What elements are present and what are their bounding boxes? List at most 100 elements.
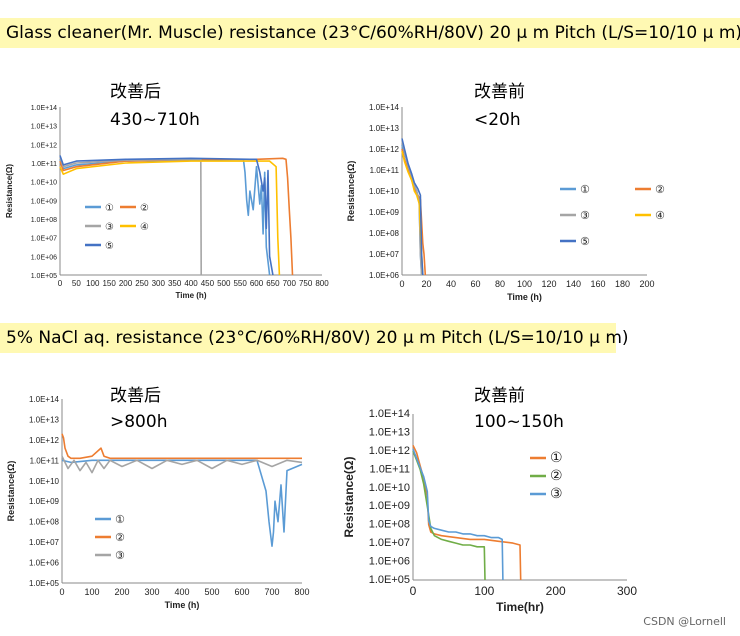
x-axis-title: Time(hr) (496, 600, 544, 614)
x-tick-label: 20 (421, 279, 431, 289)
watermark: CSDN @Lornell (643, 615, 726, 628)
x-tick-label: 140 (566, 279, 581, 289)
x-tick-label: 400 (184, 279, 198, 288)
y-tick-label: 1.0E+07 (31, 236, 57, 243)
series-line-1 (61, 459, 303, 547)
glass-cleaner-banner: Glass cleaner(Mr. Muscle) resistance (23… (0, 18, 740, 48)
x-tick-label: 50 (72, 279, 81, 288)
x-tick-label: 350 (168, 279, 182, 288)
y-tick-label: 1.0E+09 (369, 500, 410, 512)
y-tick-label: 1.0E+08 (29, 518, 60, 527)
legend-label-4: ④ (140, 222, 149, 233)
y-tick-label: 1.0E+07 (29, 538, 60, 547)
y-tick-label: 1.0E+12 (29, 436, 60, 445)
x-tick-label: 650 (266, 279, 280, 288)
x-tick-label: 100 (84, 587, 99, 597)
y-tick-label: 1.0E+09 (29, 497, 60, 506)
series-line-2 (412, 450, 486, 581)
y-tick-label: 1.0E+13 (29, 415, 60, 424)
c3-title: 改善后 (110, 386, 161, 406)
x-axis-title: Time (h) (165, 600, 200, 610)
x-tick-label: 800 (294, 587, 309, 597)
y-tick-label: 1.0E+08 (369, 519, 410, 531)
x-tick-label: 400 (174, 587, 189, 597)
y-tick-label: 1.0E+13 (369, 124, 400, 133)
y-tick-label: 1.0E+06 (369, 271, 400, 280)
y-tick-label: 1.0E+06 (29, 559, 60, 568)
series-line-5 (59, 155, 274, 276)
x-tick-label: 200 (119, 279, 133, 288)
y-tick-label: 1.0E+09 (31, 198, 57, 205)
y-tick-label: 1.0E+05 (31, 273, 57, 280)
series-line-3 (61, 455, 303, 474)
legend-label-3: ③ (115, 550, 125, 562)
y-tick-label: 1.0E+11 (30, 456, 60, 465)
x-tick-label: 300 (144, 587, 159, 597)
x-tick-label: 200 (639, 279, 654, 289)
x-tick-label: 0 (58, 279, 63, 288)
x-tick-label: 500 (204, 587, 219, 597)
c4-title: 改善前 (474, 386, 525, 406)
x-tick-label: 800 (315, 279, 329, 288)
x-tick-label: 0 (410, 584, 417, 598)
x-tick-label: 180 (615, 279, 630, 289)
x-axis-title: Time (h) (507, 292, 542, 302)
chart-nacl-before: 1.0E+05 1.0E+06 1.0E+07 1.0E+08 1.0E+09 1.0E+… (342, 408, 637, 614)
legend-label-2: ② (550, 467, 563, 483)
x-tick-label: 750 (299, 279, 313, 288)
legend-label-3: ③ (105, 222, 114, 233)
x-tick-label: 550 (233, 279, 247, 288)
y-tick-label: 1.0E+12 (369, 445, 410, 457)
x-tick-label: 120 (541, 279, 556, 289)
nacl-banner: 5% NaCl aq. resistance (23°C/60%RH/80V) … (0, 323, 629, 353)
legend-label-2: ② (140, 203, 149, 214)
x-tick-label: 160 (590, 279, 605, 289)
x-tick-label: 600 (234, 587, 249, 597)
y-tick-label: 1.0E+05 (369, 574, 410, 586)
x-axis-title: Time (h) (176, 291, 207, 300)
x-tick-label: 100 (517, 279, 532, 289)
legend-label-1: ① (580, 184, 590, 196)
c2-title: 改善前 (474, 82, 525, 102)
y-tick-label: 1.0E+13 (369, 426, 410, 438)
y-tick-label: 1.0E+10 (369, 187, 400, 196)
x-tick-label: 700 (264, 587, 279, 597)
series-line-2 (61, 433, 302, 460)
series-line-3 (59, 157, 202, 276)
x-tick-label: 500 (217, 279, 231, 288)
legend-label-2: ② (115, 532, 125, 544)
y-tick-label: 1.0E+11 (370, 463, 410, 475)
legend-label-5: ⑤ (105, 241, 114, 252)
x-tick-label: 300 (152, 279, 166, 288)
c1-title: 改善后 (110, 82, 161, 102)
series-line-4 (59, 160, 281, 276)
x-tick-label: 40 (446, 279, 456, 289)
y-tick-label: 1.0E+10 (29, 477, 60, 486)
series-line-1 (59, 158, 271, 276)
y-tick-label: 1.0E+14 (369, 103, 400, 112)
series-line-1 (412, 445, 522, 581)
y-tick-label: 1.0E+11 (31, 161, 57, 168)
legend-label-3: ③ (550, 485, 563, 501)
y-tick-label: 1.0E+06 (369, 556, 410, 568)
c1-time: 430~710h (110, 110, 200, 130)
legend-label-3: ③ (580, 210, 590, 222)
y-tick-label: 1.0E+14 (29, 395, 60, 404)
y-axis-title: Resistance(Ω) (6, 461, 16, 522)
y-tick-label: 1.0E+10 (369, 482, 410, 494)
y-tick-label: 1.0E+08 (369, 229, 400, 238)
y-tick-label: 1.0E+08 (31, 217, 57, 224)
legend-label-1: ① (105, 203, 114, 214)
y-tick-label: 1.0E+10 (31, 180, 57, 187)
chart-glass-before: 1.0E+06 1.0E+07 1.0E+08 1.0E+09 1.0E+10 1.0E+… (346, 103, 665, 302)
y-axis-title: Resistance(Ω) (342, 457, 356, 538)
x-tick-label: 60 (470, 279, 480, 289)
x-tick-label: 0 (59, 587, 64, 597)
series-line-5 (401, 138, 424, 276)
chart-glass-after: 1.0E+05 1.0E+06 1.0E+07 1.0E+08 1.0E+09 1.0E+… (5, 105, 329, 300)
y-axis-title: Resistance(Ω) (346, 161, 356, 222)
x-tick-label: 100 (474, 584, 494, 598)
chart-nacl-after: 1.0E+05 1.0E+06 1.0E+07 1.0E+08 1.0E+09 1.0E+… (6, 395, 310, 610)
y-tick-label: 1.0E+12 (369, 145, 400, 154)
x-tick-label: 300 (617, 584, 637, 598)
